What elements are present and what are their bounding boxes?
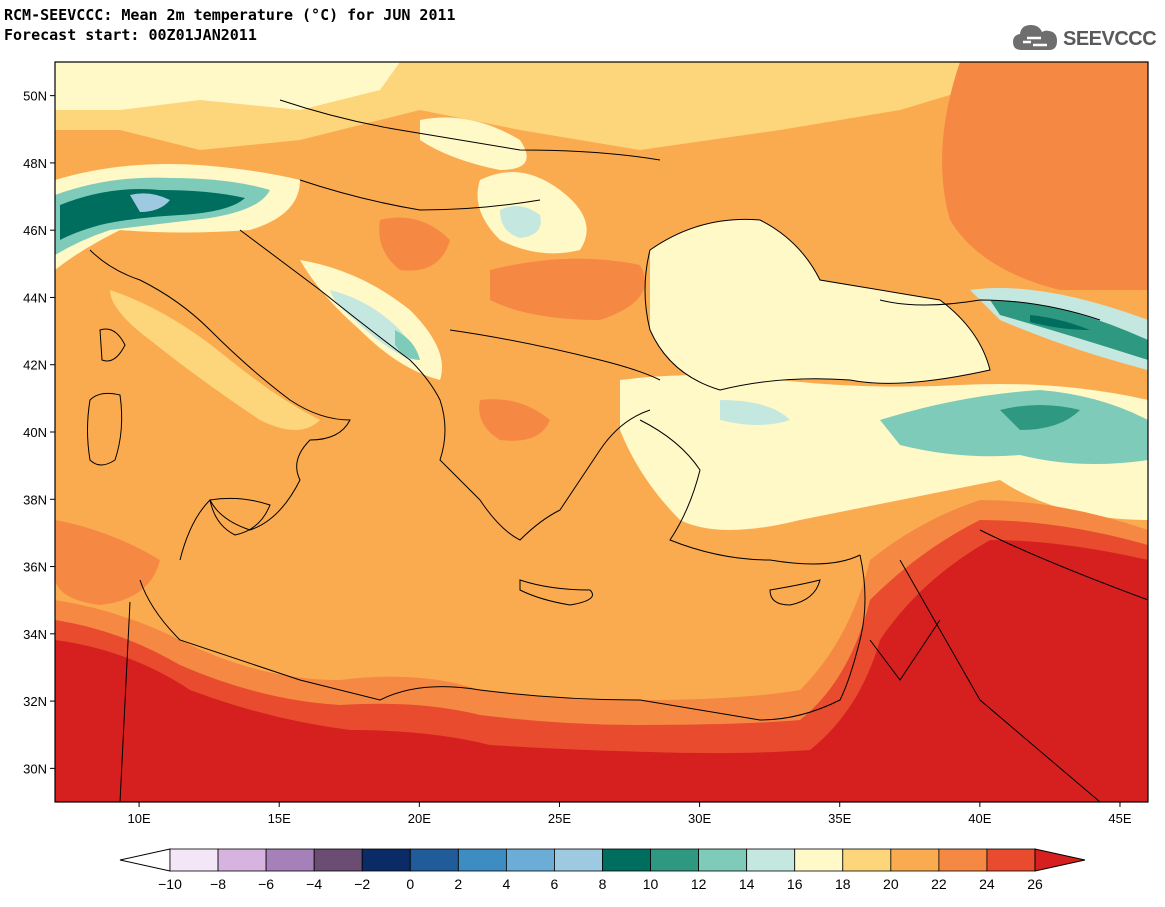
lat-tick-label: 44N xyxy=(23,290,47,305)
colorbar xyxy=(119,848,1086,872)
colorbar-bin xyxy=(169,848,219,872)
colorbar-bin xyxy=(361,848,411,872)
colorbar-label: 14 xyxy=(738,876,755,892)
lat-tick-label: 50N xyxy=(23,89,47,104)
colorbar-label: 10 xyxy=(642,876,659,892)
lon-tick-label: 25E xyxy=(548,811,571,826)
colorbar-label: −4 xyxy=(306,876,323,892)
colorbar-bin xyxy=(602,848,651,872)
longitude-axis: 10E 15E 20E 25E 30E 35E 40E 45E xyxy=(128,802,1132,826)
colorbar-bin xyxy=(217,848,267,872)
latitude-axis: 50N 48N 46N 44N 42N 40N 38N 36N 34N 32N 30N xyxy=(23,89,55,776)
colorbar-over-arrow xyxy=(1034,848,1086,872)
cloud-icon xyxy=(1013,25,1057,50)
colorbar-label: 26 xyxy=(1027,876,1043,892)
colorbar-label: 18 xyxy=(834,876,851,892)
colorbar-label: 20 xyxy=(883,876,899,892)
lat-tick-label: 38N xyxy=(23,492,47,507)
lon-tick-label: 10E xyxy=(128,811,151,826)
lon-tick-label: 40E xyxy=(968,811,991,826)
seevccc-logo: SEEVCCC xyxy=(1011,20,1157,54)
colorbar-label: −8 xyxy=(210,876,227,892)
colorbar-under-arrow xyxy=(119,848,171,872)
lat-tick-label: 40N xyxy=(23,425,47,440)
colorbar-bin xyxy=(505,848,555,872)
temperature-field xyxy=(55,62,1148,802)
colorbar-bin xyxy=(554,848,603,872)
colorbar-bin xyxy=(457,848,507,872)
colorbar-label: 22 xyxy=(931,876,947,892)
colorbar-bin xyxy=(986,848,1036,872)
lon-tick-label: 15E xyxy=(268,811,291,826)
colorbar-bin xyxy=(313,848,363,872)
coastlines xyxy=(87,99,1148,802)
colorbar-bin xyxy=(650,848,700,872)
lon-tick-label: 45E xyxy=(1108,811,1131,826)
lat-tick-label: 30N xyxy=(23,761,47,776)
colorbar-label: 0 xyxy=(406,876,415,892)
colorbar-bin xyxy=(938,848,988,872)
lon-tick-label: 20E xyxy=(408,811,431,826)
lat-tick-label: 42N xyxy=(23,358,47,373)
colorbar-bin xyxy=(890,848,940,872)
colorbar-label: 4 xyxy=(502,876,511,892)
colorbar-label: 16 xyxy=(786,876,803,892)
colorbar-bin xyxy=(842,848,892,872)
colorbar-label: 12 xyxy=(690,876,707,892)
colorbar-label: 6 xyxy=(550,876,559,892)
colorbar-bin xyxy=(746,848,796,872)
lon-tick-label: 30E xyxy=(688,811,711,826)
lat-tick-label: 34N xyxy=(23,627,47,642)
map-title: RCM-SEEVCCC: Mean 2m temperature (°C) fo… xyxy=(4,6,456,24)
colorbar-bin xyxy=(265,848,315,872)
colorbar-label: 2 xyxy=(454,876,463,892)
colorbar-label: −6 xyxy=(258,876,275,892)
colorbar-label: 8 xyxy=(598,876,607,892)
forecast-start-label: Forecast start: 00Z01JAN2011 xyxy=(4,26,257,44)
colorbar-bin xyxy=(409,848,459,872)
colorbar-bin xyxy=(794,848,844,872)
lat-tick-label: 48N xyxy=(23,156,47,171)
lat-tick-label: 36N xyxy=(23,560,47,575)
colorbar-label: −2 xyxy=(354,876,371,892)
colorbar-bin xyxy=(698,848,748,872)
colorbar-label: 24 xyxy=(979,876,995,892)
logo-text: SEEVCCC xyxy=(1063,28,1157,50)
lon-tick-label: 35E xyxy=(828,811,851,826)
colorbar-label: −10 xyxy=(158,876,182,892)
lat-tick-label: 46N xyxy=(23,223,47,238)
lat-tick-label: 32N xyxy=(23,694,47,709)
